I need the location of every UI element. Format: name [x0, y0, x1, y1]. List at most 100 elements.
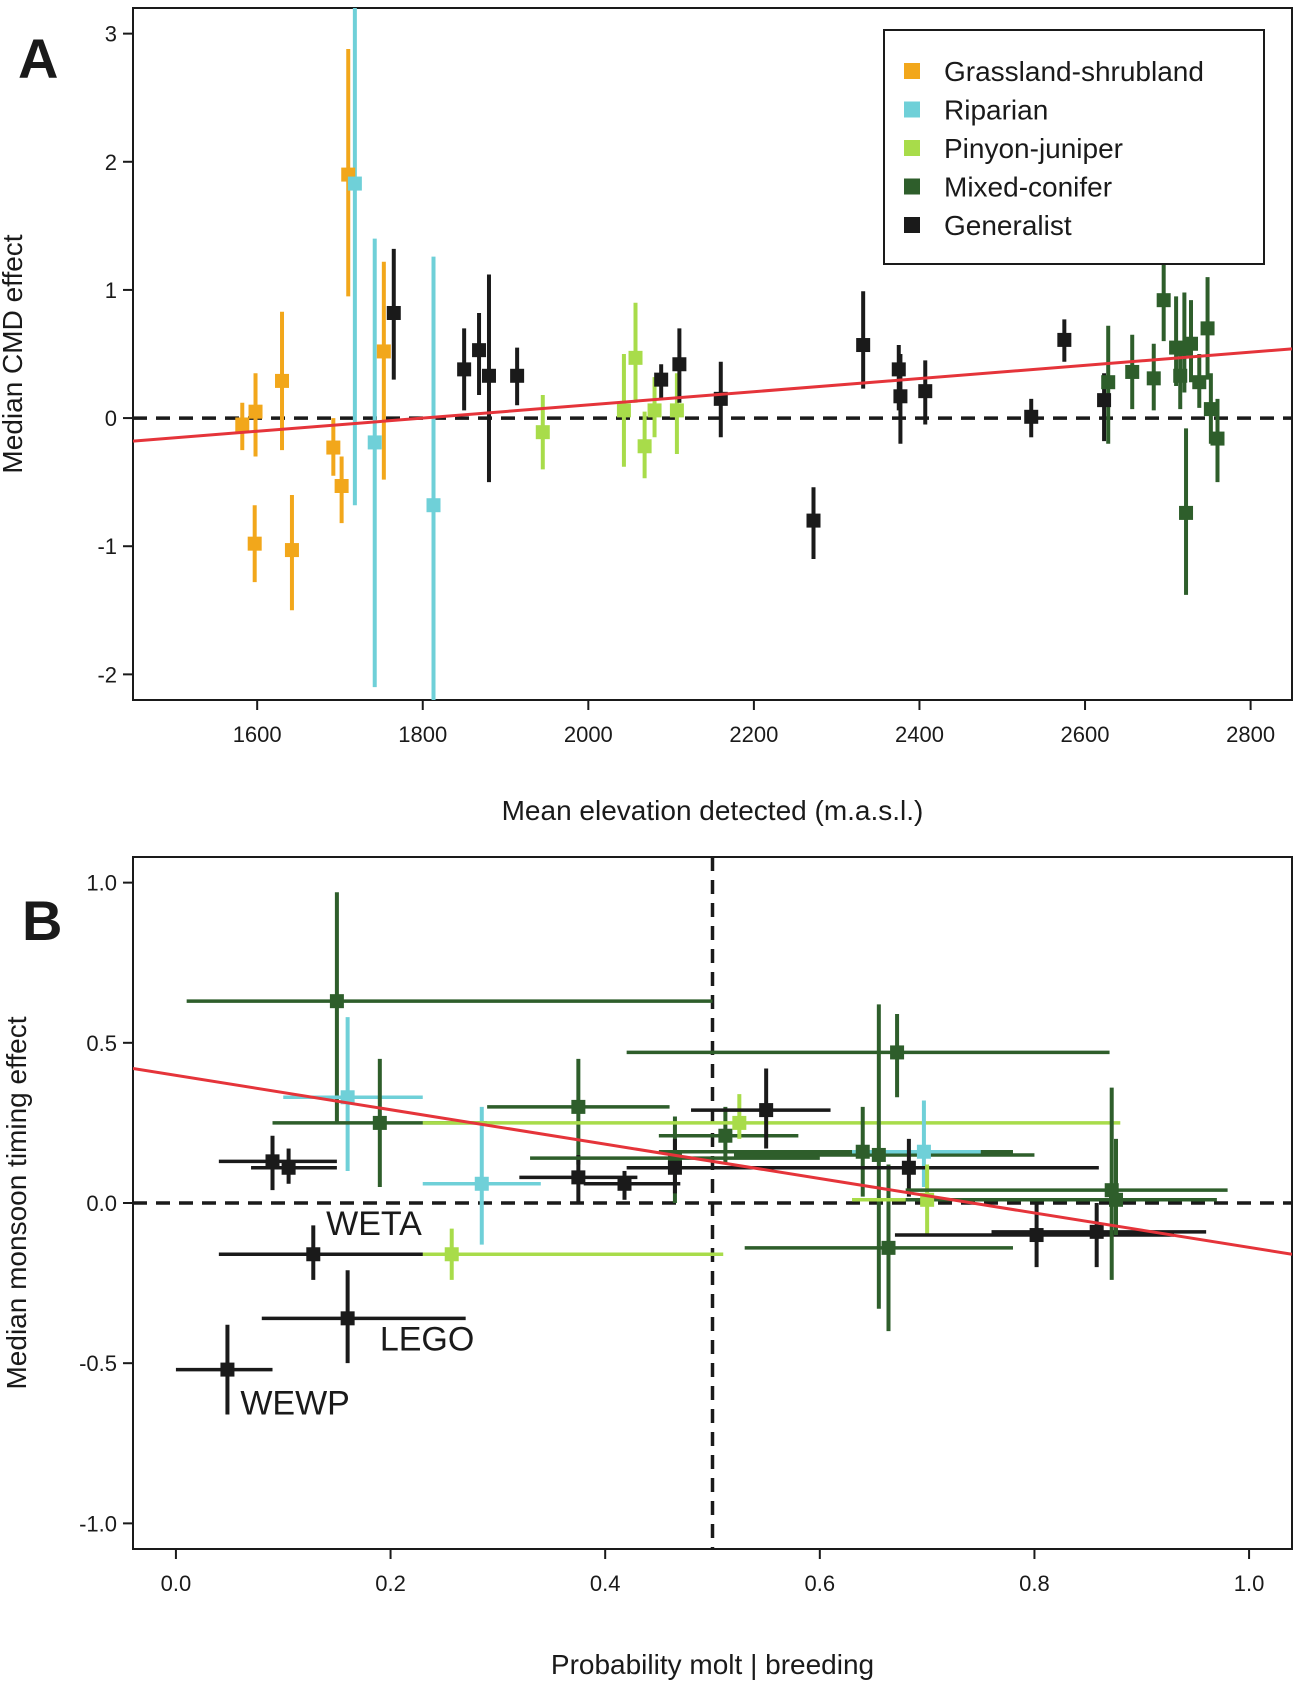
- panel-b: 0.0 0.2 0.4 0.6 0.8 1.0 -1.0 -0.5 0.0 0.5 1.0 Proba…: [1, 856, 1293, 1680]
- data-point-riparian: [474, 1176, 489, 1191]
- x-axis-label: Probability molt | breeding: [551, 1649, 874, 1680]
- legend: Grassland-shrubland Riparian Pinyon-junipe…: [883, 29, 1265, 265]
- species-annotation: WETA: [326, 1205, 422, 1243]
- y-tick-label: 2: [105, 150, 117, 175]
- x-tick-label: 0.2: [375, 1571, 406, 1596]
- data-point-conifer: [871, 1147, 886, 1162]
- data-point-generalist: [1057, 332, 1072, 347]
- data-point-conifer: [1179, 505, 1194, 520]
- data-point-conifer: [372, 1115, 387, 1130]
- data-point-conifer: [571, 1099, 586, 1114]
- species-annotation: LEGO: [380, 1320, 474, 1358]
- y-tick-label: 0: [105, 406, 117, 431]
- data-point-riparian: [347, 176, 362, 191]
- y-tick-label: -2: [97, 662, 117, 687]
- data-point-generalist: [1024, 409, 1039, 424]
- data-point-pinyon: [616, 403, 631, 418]
- plot-area: [133, 857, 1292, 1549]
- data-point-conifer: [1200, 321, 1215, 336]
- data-point-conifer: [1173, 368, 1188, 383]
- data-point-generalist: [617, 1176, 632, 1191]
- y-tick-label: 0.5: [86, 1031, 117, 1056]
- y-axis-label: Median monsoon timing effect: [1, 1016, 32, 1389]
- data-point-generalist: [281, 1160, 296, 1175]
- x-tick-label: 1.0: [1234, 1571, 1265, 1596]
- legend-entry-label: Mixed-conifer: [944, 172, 1112, 203]
- data-point-grassland: [326, 440, 341, 455]
- data-point-generalist: [306, 1247, 321, 1262]
- x-tick-label: 2400: [895, 722, 944, 747]
- data-point-conifer: [855, 1144, 870, 1159]
- panel-letter: A: [18, 27, 58, 90]
- plot-area: [133, 8, 1292, 700]
- legend-swatch: [904, 217, 920, 233]
- legend-swatch: [904, 101, 920, 118]
- data-point-riparian: [426, 498, 441, 513]
- data-point-conifer: [329, 994, 344, 1009]
- data-point-pinyon: [637, 439, 652, 454]
- data-point-conifer: [1156, 293, 1171, 308]
- data-point-generalist: [340, 1311, 355, 1326]
- data-point-grassland: [235, 417, 250, 432]
- y-tick-label: -1: [97, 534, 117, 559]
- data-point-pinyon: [444, 1247, 459, 1262]
- legend-swatch: [904, 63, 920, 79]
- data-point-conifer: [1210, 431, 1225, 446]
- x-tick-label: 1600: [233, 722, 282, 747]
- plot-frame: [132, 7, 1293, 701]
- x-tick-label: 2000: [564, 722, 613, 747]
- data-point-grassland: [275, 373, 290, 388]
- data-point-pinyon: [628, 350, 643, 365]
- data-point-generalist: [918, 384, 933, 399]
- x-tick-label: 0.8: [1019, 1571, 1050, 1596]
- y-axis-label: Median CMD effect: [0, 234, 28, 473]
- y-tick-label: 3: [105, 22, 117, 47]
- data-point-grassland: [247, 536, 262, 551]
- data-point-conifer: [1184, 336, 1199, 351]
- x-tick-label: 2200: [729, 722, 778, 747]
- data-point-generalist: [220, 1362, 235, 1377]
- data-point-pinyon: [669, 403, 684, 418]
- x-axis-label: Mean elevation detected (m.a.s.l.): [502, 795, 924, 826]
- trend-line: [133, 347, 1292, 443]
- data-point-generalist: [1089, 1224, 1104, 1239]
- x-tick-label: 1800: [398, 722, 447, 747]
- data-point-generalist: [1029, 1228, 1044, 1243]
- data-point-generalist: [571, 1170, 586, 1185]
- data-point-generalist: [481, 368, 496, 383]
- x-tick-label: 2600: [1061, 722, 1110, 747]
- data-point-generalist: [457, 362, 472, 377]
- y-tick-label: -0.5: [79, 1351, 117, 1376]
- data-point-generalist: [856, 338, 871, 353]
- x-tick-label: 0.6: [805, 1571, 836, 1596]
- trend-line: [133, 1066, 1292, 1256]
- data-point-conifer: [1101, 375, 1116, 390]
- data-point-generalist: [386, 305, 401, 320]
- data-point-grassland: [334, 478, 349, 493]
- x-tick-label: 0.0: [161, 1571, 192, 1596]
- data-point-pinyon: [647, 403, 662, 418]
- data-point-grassland: [284, 543, 299, 558]
- data-point-pinyon: [732, 1115, 747, 1130]
- data-point-generalist: [759, 1103, 774, 1118]
- data-point-generalist: [472, 343, 487, 358]
- data-point-generalist: [1097, 393, 1112, 408]
- data-point-generalist: [901, 1160, 916, 1175]
- legend-box: [883, 29, 1265, 265]
- data-point-conifer: [1203, 402, 1218, 417]
- data-point-generalist: [654, 372, 669, 387]
- data-point-pinyon: [535, 425, 550, 440]
- panel-letter: B: [22, 889, 62, 952]
- data-point-generalist: [893, 389, 908, 404]
- data-point-conifer: [1146, 371, 1161, 386]
- species-annotation: WEWP: [240, 1384, 350, 1422]
- data-point-generalist: [265, 1154, 280, 1169]
- x-tick-label: 2800: [1226, 722, 1275, 747]
- x-tick-label: 0.4: [590, 1571, 621, 1596]
- legend-entry-label: Riparian: [944, 95, 1048, 126]
- legend-entry-label: Pinyon-juniper: [944, 133, 1123, 164]
- data-point-riparian: [916, 1144, 931, 1159]
- data-point-conifer: [1109, 1192, 1124, 1207]
- legend-entry-label: Grassland-shrubland: [944, 56, 1204, 87]
